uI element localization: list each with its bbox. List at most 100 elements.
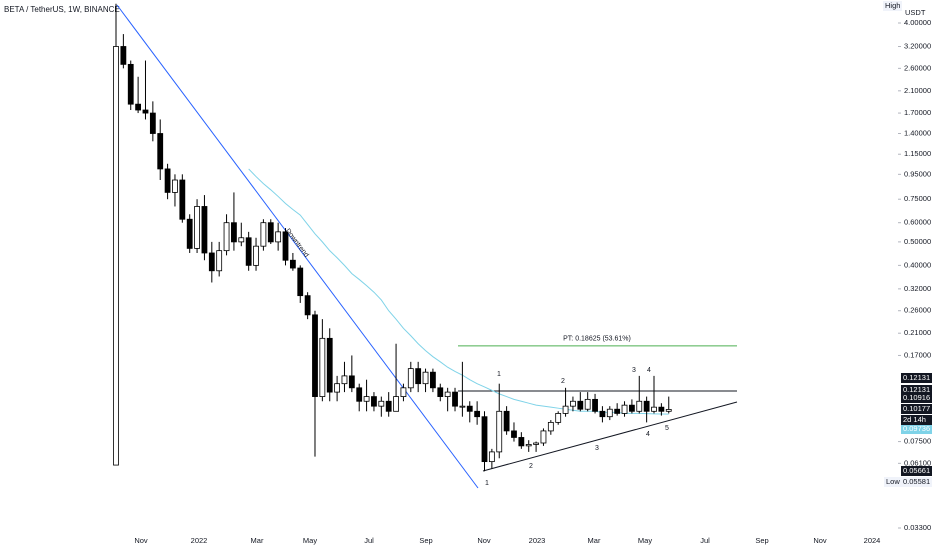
point-label: 2 [529,463,533,470]
candle-body [555,413,562,423]
point-label: 1 [485,480,489,487]
x-tick-label: May [303,536,317,545]
price-badge-label: 0.05581 [903,477,930,486]
y-tick-label: 0.60000 [904,218,931,227]
candle-body [179,179,186,220]
candle-body [592,398,598,412]
price-badge [901,373,932,383]
price-badge [901,393,932,403]
candle-body [518,437,525,447]
candle-body [606,408,613,418]
y-tick-label: 0.07500 [904,437,931,446]
x-tick-label: Sep [755,536,768,545]
candle-body [629,404,635,412]
x-tick-label: Mar [588,536,601,545]
candle-body [371,396,377,407]
candle-body [297,267,304,297]
y-tick-label: 2.60000 [904,63,931,72]
candle-body [208,252,215,272]
x-tick-label: 2022 [191,536,208,545]
candle-body [452,391,458,407]
candle-body [547,421,554,432]
y-tick-label: 0.50000 [904,237,931,246]
x-tick-label: Nov [477,536,491,545]
candle-body [334,383,341,393]
candle-body [201,206,208,254]
y-tick-label: 0.75000 [904,194,931,203]
candle-body [253,245,259,266]
x-tick-label: Jul [700,536,710,545]
candle-body [643,400,650,412]
support-trendline [482,401,738,472]
price-badge-label: 0.09736 [903,424,930,433]
x-tick-label: Nov [134,536,148,545]
candle-body [113,46,119,466]
price-badge [901,466,932,476]
candle-body [540,430,547,444]
x-tick-label: Jul [364,536,374,545]
candle-body [636,400,643,412]
candle-body [437,387,444,397]
candle-body [326,337,333,393]
candle-body [400,387,407,397]
candle-body [525,444,532,447]
candle-body [466,405,473,412]
candle-body [481,416,488,463]
y-tick-label: 1.70000 [904,108,931,117]
candle-body [157,133,164,170]
candle-body [260,222,267,247]
price-badge-label: 0.12131 [903,385,930,394]
candle-body [142,109,149,114]
target-label: PT: 0.18625 (53.61%) [563,336,631,343]
candle-body [319,337,326,397]
candle-body [149,112,156,134]
candle-body [599,410,606,418]
candle-body [289,259,296,269]
x-tick-label: May [638,536,652,545]
candle-body [584,398,591,410]
candle-body [621,404,628,414]
candle-body [577,400,584,410]
candle-body [363,396,370,402]
y-tick-label: 0.40000 [904,260,931,269]
candle-body [282,231,289,261]
candle-body [393,396,399,412]
candle-body [562,405,569,414]
countdown-badge [901,415,932,425]
price-badge [901,404,932,414]
candle-body [216,250,223,272]
candle-body [665,409,672,412]
candle-body [245,237,252,266]
candle-body [496,410,503,453]
candle-body [430,371,436,389]
candle-body [341,375,348,385]
candle-body [223,222,230,252]
candle-body [120,46,127,65]
moving-average [248,168,669,415]
price-badge-label: 0.05661 [903,466,930,475]
price-badge-label: 0.10177 [903,404,930,413]
candle-body [614,408,621,414]
candle-body [503,410,510,432]
candle-body [385,400,392,412]
candle-body [172,179,178,193]
y-tick-label: 0.95000 [904,169,931,178]
high-label: High [885,1,900,10]
candle-body [135,103,142,111]
price-badge-label: 0.12131 [903,373,930,382]
candle-body [231,222,237,243]
candle-body [444,391,451,397]
candle-body [422,371,429,385]
x-tick-label: Mar [251,536,264,545]
y-tick-label: 2.10000 [904,86,931,95]
candle-body [570,400,576,407]
candle-body [459,405,466,408]
high-tag [883,1,902,11]
low-label: Low [886,477,900,486]
y-tick-label: 0.17000 [904,350,931,359]
y-tick-label: 1.15000 [904,149,931,158]
candle-body [304,295,311,316]
y-tick-label: 1.40000 [904,128,931,137]
